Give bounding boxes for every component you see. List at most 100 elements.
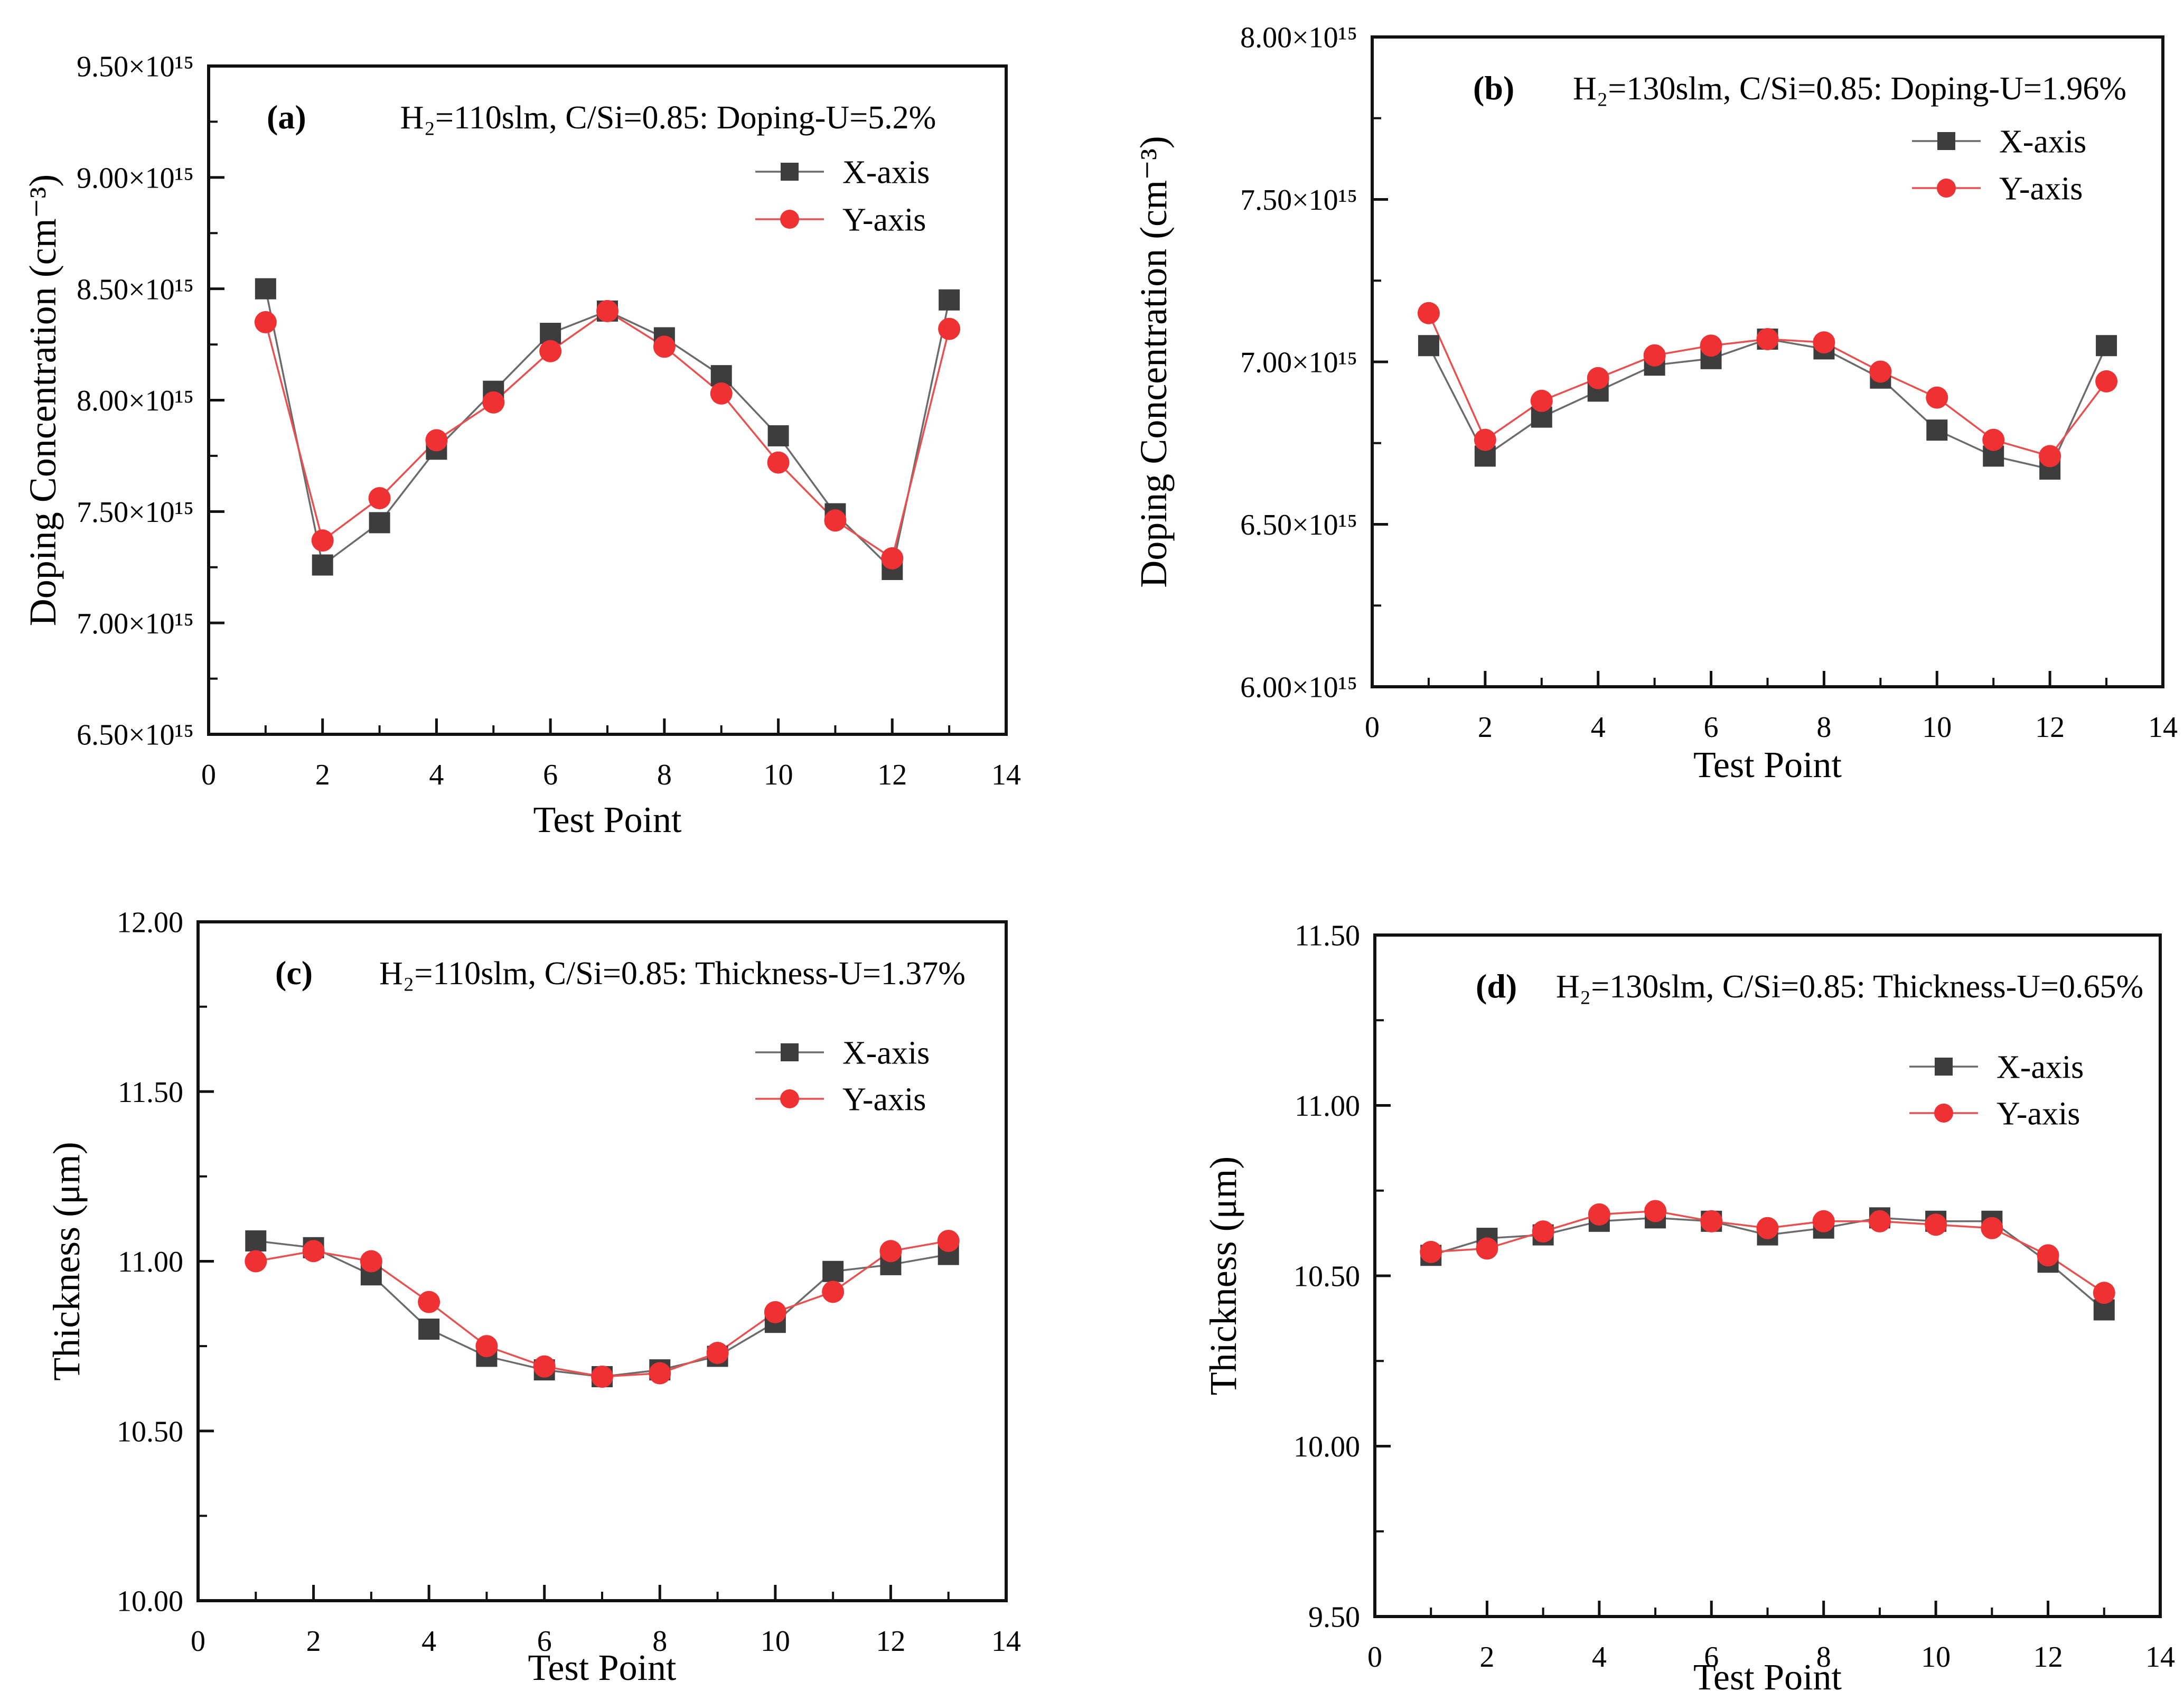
circle-marker [1476, 1237, 1498, 1260]
legend-entry-y-axis: Y-axis [755, 202, 926, 238]
y-tick-label: 8.50×10¹⁵ [77, 273, 194, 306]
square-marker [2096, 335, 2117, 357]
panel-title: H₂=130slm, C/Si=0.85: Doping-U=1.96% [1573, 71, 2126, 107]
panel-letter: (c) [275, 954, 313, 992]
legend-label: Y-axis [842, 1082, 926, 1118]
plot-border [1373, 933, 2162, 1618]
chart-c: 0 2 4 6 8 10 12 14 10.00 10.50 11.00 11.50 12.00 Test… [45, 907, 1021, 1688]
x-tick-label: 12 [877, 759, 907, 791]
x-tick-label: 0 [1367, 1641, 1382, 1674]
circle-marker [425, 429, 448, 452]
circle-marker [1926, 386, 1948, 409]
x-tick-label: 4 [421, 1625, 436, 1658]
circle-marker [1588, 1203, 1610, 1226]
circle-marker [254, 311, 277, 333]
chart-a: 0 2 4 6 8 10 12 14 6.50×10¹⁵ 7.00×10¹⁵ 7.50×10¹⁵ 8.… [22, 51, 1021, 840]
legend-entry-y-axis: Y-axis [755, 1082, 926, 1118]
y-tick-label: 11.00 [1295, 1090, 1360, 1123]
circle-marker [649, 1362, 671, 1385]
x-tick-label: 6 [543, 759, 558, 791]
chart-d: 0 2 4 6 8 10 12 14 9.50 10.00 10.50 11.00 11.50 Test … [1202, 920, 2175, 1698]
x-tick-label: 2 [1479, 1641, 1494, 1674]
circle-marker [302, 1240, 325, 1263]
circle-marker [539, 340, 562, 362]
square-marker [245, 1230, 267, 1251]
circle-marker [596, 300, 618, 322]
panel-d: 0 2 4 6 8 10 12 14 9.50 10.00 10.50 11.00 11.50 Test … [1092, 850, 2184, 1700]
circle-marker [1420, 1240, 1442, 1263]
x-tick-label: 6 [1704, 711, 1719, 744]
square-marker [312, 554, 333, 576]
circle-marker [822, 1281, 845, 1303]
square-marker [255, 278, 276, 300]
legend-label: X-axis [842, 1035, 930, 1071]
x-axis-title: Test Point [533, 800, 682, 840]
circle-marker [1644, 1200, 1667, 1222]
circle-marker [881, 547, 904, 569]
x-tick-label: 0 [191, 1625, 205, 1658]
square-marker [1926, 419, 1948, 441]
y-tick-label: 11.00 [118, 1246, 183, 1278]
x-tick-label: 12 [2033, 1641, 2063, 1674]
circle-marker [1643, 344, 1666, 367]
legend-label: Y-axis [842, 202, 926, 238]
x-tick-label: 14 [2145, 1641, 2175, 1674]
legend-entry-x-axis: X-axis [755, 1035, 930, 1071]
x-tick-label: 8 [1816, 711, 1831, 744]
x-axis-title: Test Point [528, 1648, 677, 1688]
legend-circle-marker-icon [1937, 179, 1956, 198]
circle-marker [1474, 428, 1496, 451]
y-tick-label: 7.50×10¹⁵ [1240, 184, 1357, 217]
circle-marker [2095, 370, 2118, 393]
square-marker [369, 512, 390, 534]
x-tick-label: 10 [1921, 1641, 1951, 1674]
y-tick-label: 11.50 [1295, 920, 1360, 952]
x-tick-label: 8 [652, 1625, 667, 1658]
square-marker [418, 1319, 440, 1340]
panel-title: H₂=110slm, C/Si=0.85: Thickness-U=1.37% [379, 956, 966, 992]
panel-title: H₂=130slm, C/Si=0.85: Thickness-U=0.65% [1556, 969, 2143, 1005]
y-tick-label: 10.50 [117, 1415, 183, 1448]
panel-letter: (d) [1476, 967, 1517, 1005]
x-tick-label: 14 [991, 1625, 1021, 1658]
legend-square-marker-icon [1935, 1058, 1953, 1076]
square-marker [767, 425, 789, 446]
x-tick-label: 0 [1365, 711, 1380, 744]
circle-marker [533, 1355, 556, 1378]
series-x-axis-line [256, 1240, 949, 1378]
circle-marker [1756, 328, 1779, 350]
y-axis-title: Doping Concentration (cm⁻³) [1132, 136, 1175, 587]
legend-circle-marker-icon [780, 210, 799, 229]
series-y-axis-line [265, 310, 950, 560]
x-tick-label: 4 [429, 759, 444, 791]
circle-marker [1813, 331, 1835, 354]
y-tick-label: 10.00 [1293, 1431, 1360, 1463]
legend-circle-marker-icon [1934, 1104, 1953, 1123]
circle-marker [2037, 1244, 2059, 1267]
circle-marker [710, 382, 733, 405]
circle-marker [824, 509, 847, 532]
legend-label: X-axis [1996, 1050, 2084, 1086]
y-tick-label: 9.50 [1308, 1601, 1360, 1634]
legend-square-marker-icon [1937, 132, 1955, 150]
x-tick-label: 6 [1704, 1641, 1719, 1674]
x-tick-label: 8 [1816, 1641, 1831, 1674]
x-tick-label: 2 [306, 1625, 321, 1658]
series-x-axis-line [1428, 338, 2107, 470]
circle-marker [938, 317, 961, 340]
x-tick-label: 2 [1478, 711, 1493, 744]
y-axis-title: Doping Concentration (cm⁻³) [22, 174, 64, 626]
chart-b: 0 2 4 6 8 10 12 14 6.00×10¹⁵ 6.50×10¹⁵ 7.00×10¹⁵ 7.… [1132, 22, 2178, 786]
circle-marker [1925, 1213, 1947, 1236]
circle-marker [879, 1240, 902, 1263]
x-tick-label: 10 [1922, 711, 1952, 744]
circle-marker [245, 1250, 267, 1273]
legend-circle-marker-icon [780, 1089, 799, 1108]
x-tick-label: 4 [1592, 1641, 1607, 1674]
y-tick-label: 8.00×10¹⁵ [1240, 22, 1357, 54]
x-tick-label: 12 [2035, 711, 2065, 744]
legend-entry-y-axis: Y-axis [1909, 1096, 2080, 1132]
y-tick-label: 6.50×10¹⁵ [77, 719, 194, 752]
panel-b: 0 2 4 6 8 10 12 14 6.00×10¹⁵ 6.50×10¹⁵ 7.00×10¹⁵ 7.… [1092, 0, 2184, 850]
